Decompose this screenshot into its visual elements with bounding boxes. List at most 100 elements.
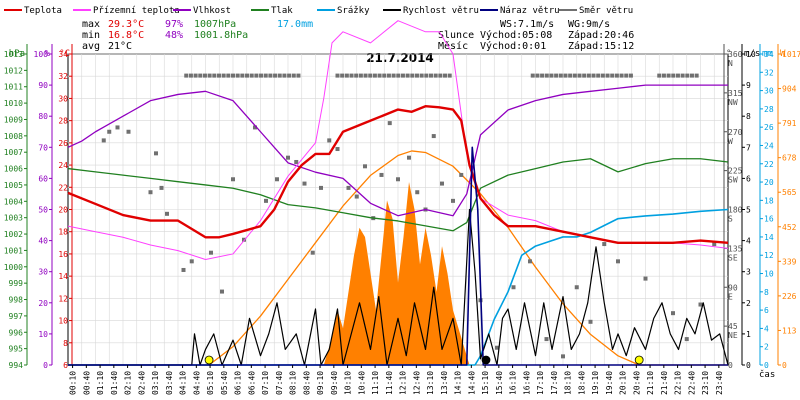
temperature-line: [67, 105, 729, 245]
stats-max-hum: 97%: [165, 19, 183, 30]
wind-direction-point: [643, 276, 648, 281]
wind-direction-point: [563, 73, 568, 78]
wind-direction-point: [405, 73, 410, 78]
hpa-tick-label: 1000: [4, 263, 23, 272]
wind-direction-point: [689, 73, 694, 78]
wind-direction-point: [101, 138, 106, 143]
info-ws: WS:7.1m/s: [500, 19, 554, 30]
wind-direction-point: [264, 198, 268, 203]
wind-direction-point: [619, 73, 624, 78]
direction-tick-label: 360: [728, 50, 743, 59]
ms-tick-label: 9: [746, 81, 751, 90]
x-tick-label: 12:40: [412, 371, 421, 395]
stats-min-press: 1001.8hPa: [194, 30, 248, 41]
wind-direction-point: [231, 177, 235, 182]
wind-direction-point: [291, 73, 296, 78]
wind-direction-point: [544, 73, 549, 78]
wind-direction-point: [327, 138, 332, 143]
wind-direction-point: [511, 285, 516, 290]
mm-tick-label: 8: [764, 288, 769, 297]
wind-direction-point: [207, 73, 212, 78]
x-tick-label: 20:10: [619, 371, 628, 395]
wind-direction-point: [616, 259, 620, 264]
percent-tick-label: 40: [38, 237, 48, 246]
wind-direction-point: [410, 73, 415, 78]
stats-min-temp: 16.8°C: [108, 30, 144, 41]
wind-direction-point: [588, 319, 593, 324]
w-tick-label: 113: [782, 326, 797, 335]
percent-tick-label: 30: [38, 268, 48, 277]
x-tick-label: 08:10: [289, 371, 298, 395]
mm-tick-label: 22: [764, 160, 774, 169]
x-tick-label: 13:40: [440, 371, 449, 395]
legend-label-2: Vlhkost: [193, 6, 231, 16]
legend-label-4: Srážky: [337, 6, 370, 16]
w-tick-label: 1017: [782, 50, 800, 59]
celsius-tick-label: 8: [63, 339, 68, 348]
x-tick-label: 16:10: [509, 371, 518, 395]
celsius-tick-label: 34: [58, 50, 68, 59]
wind-direction-point: [549, 73, 554, 78]
wind-direction-point: [242, 237, 246, 242]
info-moon-rise: Východ:0:01: [480, 40, 546, 52]
x-tick-label: 11:10: [371, 371, 380, 395]
celsius-tick-label: 20: [58, 206, 68, 215]
wind-direction-point: [354, 73, 359, 78]
wind-direction-point: [231, 73, 235, 78]
mm-tick-label: 14: [764, 233, 774, 242]
legend-label-6: Náraz větru: [500, 6, 560, 16]
x-tick-label: 02:40: [137, 371, 146, 395]
wind-direction-point: [386, 73, 391, 78]
hpa-tick-label: 1004: [4, 197, 23, 206]
celsius-tick-label: 28: [58, 117, 68, 126]
x-tick-label: 13:10: [426, 371, 435, 395]
hpa-tick-label: 1013: [4, 50, 23, 59]
wind-direction-point: [198, 73, 203, 78]
mm-tick-label: 6: [764, 306, 769, 315]
wind-direction-point: [368, 73, 373, 78]
wind-direction-point: [263, 73, 268, 78]
wind-direction-point: [268, 73, 273, 78]
info-sun-set: Západ:20:46: [568, 29, 634, 41]
x-tick-label: 20:40: [632, 371, 641, 395]
wind-direction-point: [253, 125, 257, 130]
percent-tick-label: 70: [38, 143, 48, 152]
mm-tick-label: 20: [764, 178, 774, 187]
percent-tick-label: 90: [38, 81, 48, 90]
x-tick-label: 00:10: [69, 371, 78, 395]
x-tick-label: 14:40: [467, 371, 476, 395]
percent-tick-label: 60: [38, 174, 48, 183]
stats-avg-label: avg: [82, 41, 100, 52]
hpa-tick-label: 1005: [4, 181, 23, 190]
info-sun-rise: Východ:05:08: [480, 29, 552, 41]
wind-direction-point: [680, 73, 685, 78]
solar-radiation-line: [68, 150, 728, 366]
wind-direction-point: [302, 181, 307, 186]
info-moon-set: Západ:15:12: [568, 40, 634, 52]
info-wg: WG:9m/s: [568, 19, 610, 30]
direction-tick-label-dir: NW: [728, 98, 738, 107]
x-tick-label: 23:40: [715, 371, 724, 395]
hpa-tick-label: 1012: [4, 66, 23, 75]
wind-direction-point: [235, 73, 240, 78]
mm-tick-label: 0: [764, 361, 769, 370]
hpa-tick-label: 997: [9, 312, 24, 321]
ms-tick-label: 5: [746, 206, 751, 215]
percent-axis-title: %: [45, 49, 51, 59]
x-tick-label: 18:40: [577, 371, 586, 395]
hpa-tick-label: 1007: [4, 148, 23, 157]
wind-direction-point: [671, 311, 675, 316]
wind-direction-point: [354, 194, 359, 199]
chart-title: 21.7.2014: [366, 51, 434, 65]
wind-direction-point: [433, 73, 438, 78]
ms-tick-label: 2: [746, 299, 751, 308]
wind-direction-point: [212, 73, 217, 78]
hpa-tick-label: 994: [9, 361, 24, 370]
wind-direction-point: [249, 73, 254, 78]
hpa-tick-label: 998: [9, 296, 24, 305]
x-tick-label: 07:40: [275, 371, 284, 395]
x-tick-label: 14:10: [454, 371, 463, 395]
mm-tick-label: 34: [764, 50, 774, 59]
direction-tick-label: 0: [728, 361, 733, 370]
